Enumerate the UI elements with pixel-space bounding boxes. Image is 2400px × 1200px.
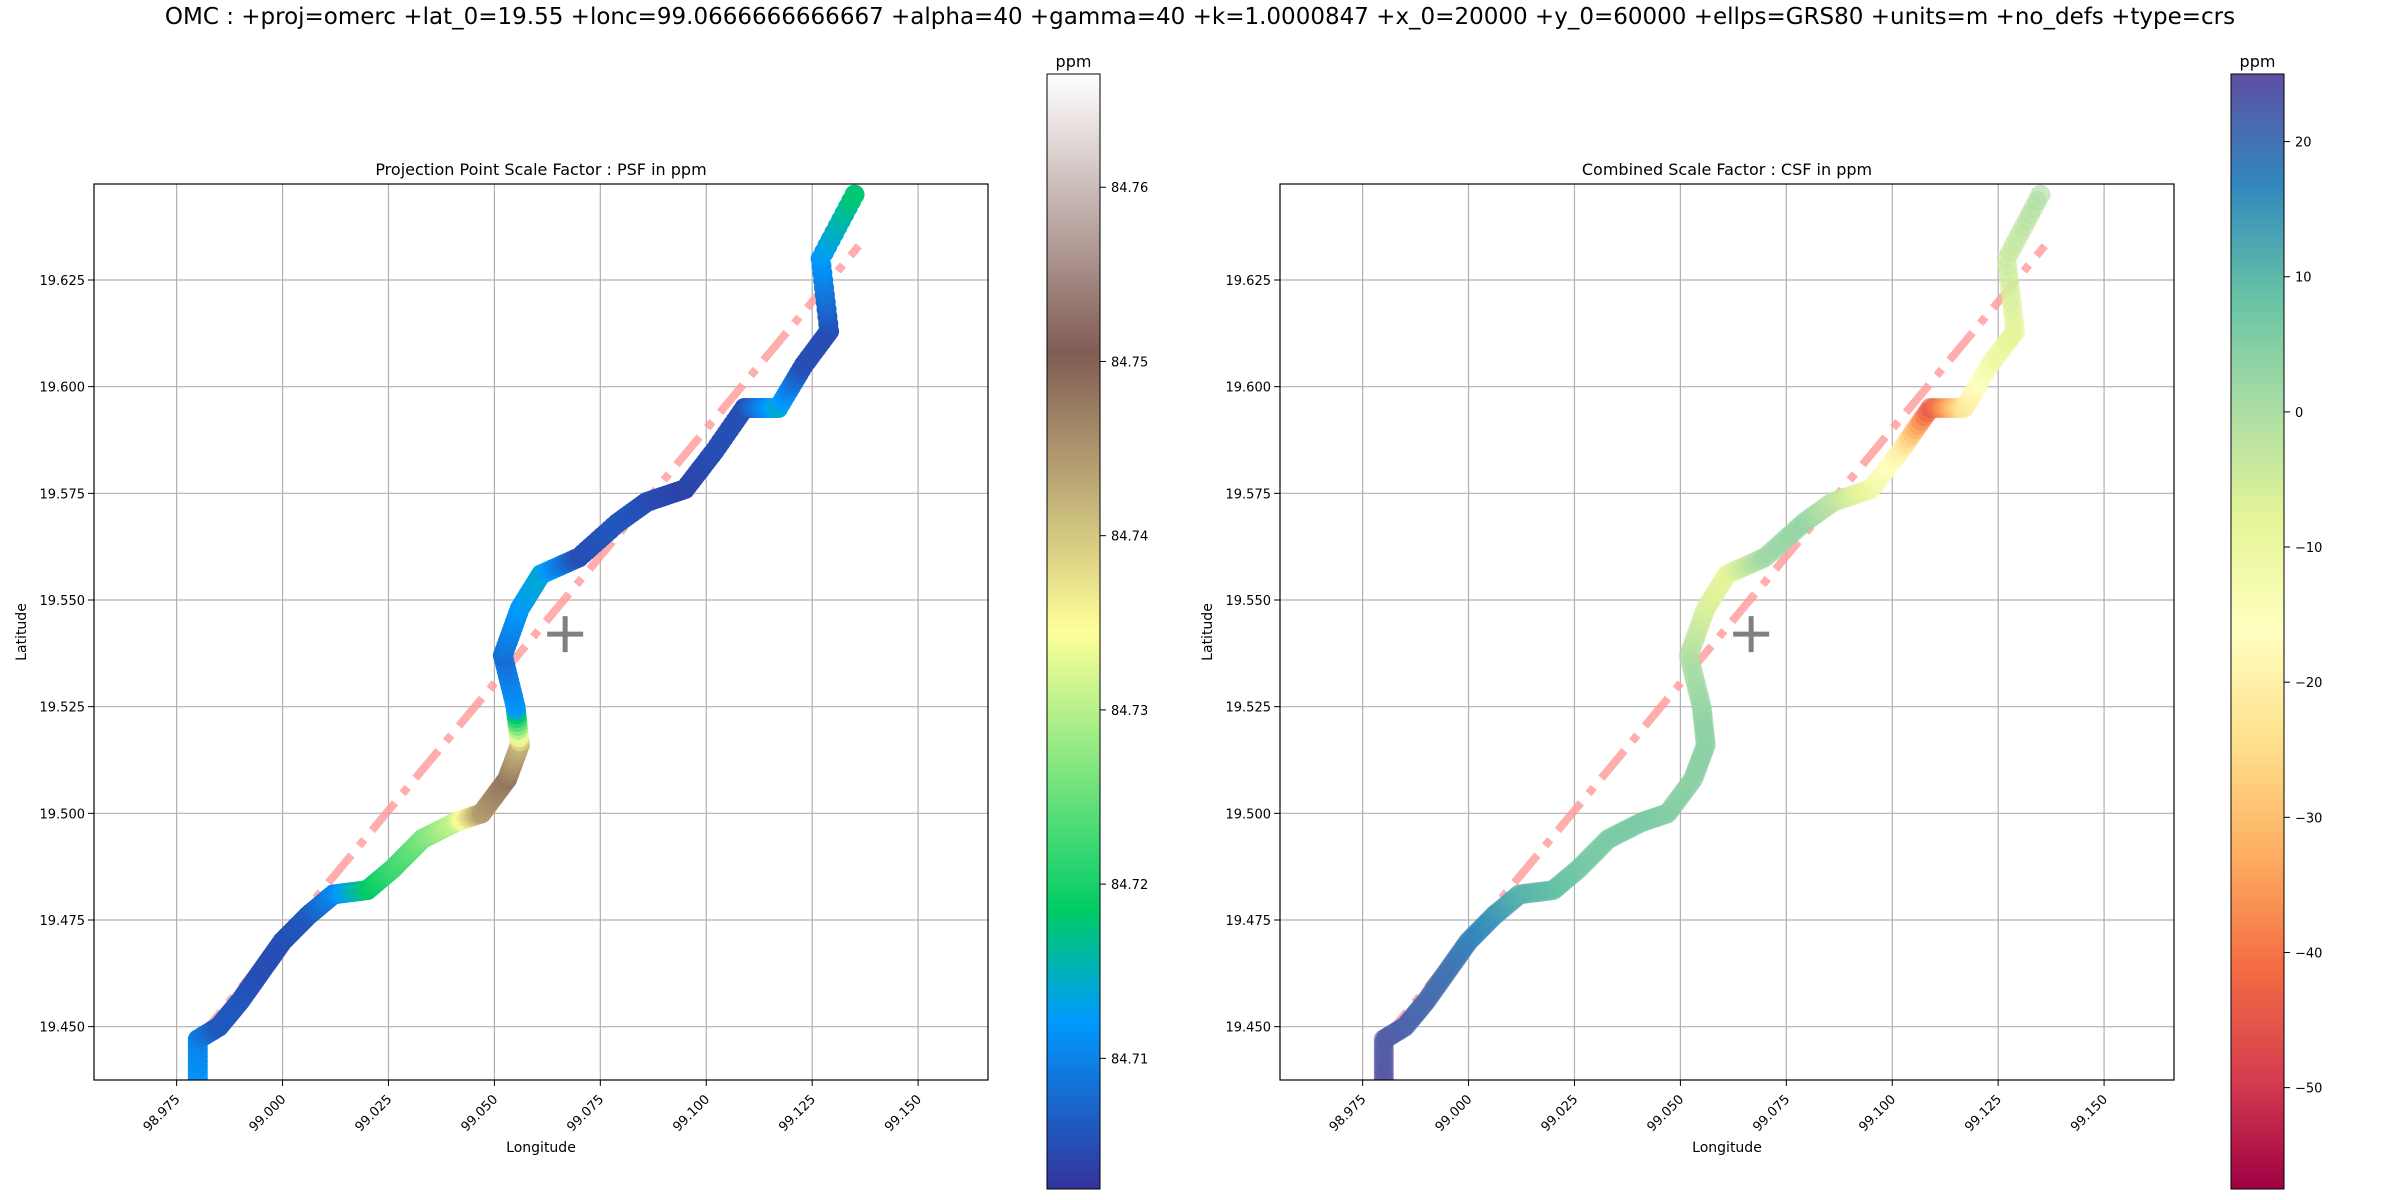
colorbar-tick-label: 84.74 [1111,530,1148,545]
y-tick-label: 19.625 [40,274,86,289]
colorbar-tick-label: 84.73 [1111,704,1148,719]
y-tick-label: 19.600 [1226,381,1272,396]
y-axis-label: Latitude [14,603,30,661]
chart-panel-1: Projection Point Scale Factor : PSF in p… [14,52,1148,1190]
y-tick-label: 19.575 [1226,487,1272,502]
colorbar-tick-label: 84.71 [1111,1052,1148,1067]
plot-area [1373,184,2051,1080]
colorbar [1046,73,1101,1190]
y-tick-label: 19.625 [1226,274,1272,289]
x-tick-label: 99.150 [2068,1092,2111,1135]
y-axis-label: Latitude [1200,603,1216,661]
x-tick-label: 99.050 [1644,1092,1687,1135]
x-tick-label: 99.000 [247,1092,290,1135]
colorbar-label: ppm [1056,52,1092,71]
chart-title: Projection Point Scale Factor : PSF in p… [375,160,706,179]
y-tick-label: 19.475 [40,914,86,929]
y-tick-label: 19.500 [1226,807,1272,822]
x-tick-label: 98.975 [1327,1092,1370,1135]
colorbar-tick-label: −40 [2295,946,2322,961]
colorbar-tick-label: −20 [2295,676,2322,691]
x-axis-label: Longitude [506,1140,576,1156]
x-tick-label: 99.150 [882,1092,925,1135]
chart-panel-2: Combined Scale Factor : CSF in ppm 98.975… [1200,52,2322,1190]
colorbar-tick-label: 0 [2295,406,2303,421]
colorbar-tick-label: 84.72 [1111,878,1148,893]
y-tick-label: 19.600 [40,381,86,396]
colorbar-tick-label: 84.76 [1111,181,1148,196]
y-tick-label: 19.550 [1226,594,1272,609]
x-tick-label: 99.000 [1433,1092,1476,1135]
y-tick-label: 19.475 [1226,914,1272,929]
x-tick-label: 99.100 [1856,1092,1899,1135]
y-tick-label: 19.450 [40,1021,86,1036]
colorbar-tick-label: −30 [2295,811,2322,826]
y-tick-label: 19.450 [1226,1021,1272,1036]
x-tick-label: 99.125 [776,1092,819,1135]
y-tick-label: 19.525 [1226,701,1272,716]
plot-area [187,184,865,1080]
data-point [2030,184,2051,205]
x-tick-label: 99.100 [670,1092,713,1135]
y-tick-label: 19.575 [40,487,86,502]
x-tick-label: 99.075 [564,1092,607,1135]
colorbar [2230,73,2285,1190]
x-tick-label: 99.025 [353,1092,396,1135]
colorbar-tick-label: 10 [2295,271,2312,286]
x-axis-label: Longitude [1692,1140,1762,1156]
colorbar-tick-label: −50 [2295,1082,2322,1097]
data-point [844,184,865,205]
axes-frame [1279,183,2175,1081]
x-tick-label: 99.125 [1962,1092,2005,1135]
colorbar-label: ppm [2240,52,2276,71]
chart-title: Combined Scale Factor : CSF in ppm [1582,160,1872,179]
x-tick-label: 99.025 [1539,1092,1582,1135]
figure-title: OMC : +proj=omerc +lat_0=19.55 +lonc=99.… [164,4,2236,30]
y-tick-label: 19.500 [40,807,86,822]
x-tick-label: 99.075 [1750,1092,1793,1135]
colorbar-tick-label: −10 [2295,541,2322,556]
y-tick-label: 19.525 [40,701,86,716]
axes-frame [93,183,989,1081]
colorbar-tick-label: 84.75 [1111,355,1148,370]
y-tick-label: 19.550 [40,594,86,609]
colorbar-tick-label: 20 [2295,136,2312,151]
x-tick-label: 98.975 [141,1092,184,1135]
x-tick-label: 99.050 [458,1092,501,1135]
